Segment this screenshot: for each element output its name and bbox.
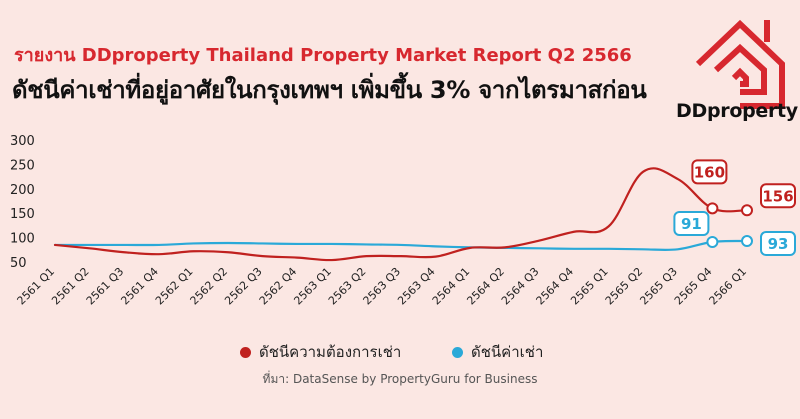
point-demand <box>741 204 753 217</box>
y-tick-label: 300 <box>10 134 35 149</box>
point-demand <box>706 202 719 215</box>
data-label-box-demand <box>760 183 796 209</box>
source-note: ที่มา: DataSense by PropertyGuru for Bus… <box>262 372 538 386</box>
y-tick-label: 100 <box>10 232 35 247</box>
y-tick-label: 150 <box>10 207 35 222</box>
logo-house-inner <box>713 43 767 95</box>
legend-item-rent: ดัชนีค่าเช่า <box>452 340 543 364</box>
logo-house-outer <box>695 19 785 109</box>
data-label-box-demand <box>691 159 728 185</box>
brand-name: DDproperty <box>676 100 798 122</box>
data-label-demand: 160 <box>694 163 725 181</box>
series-line-demand <box>53 167 749 262</box>
data-label-box-rent <box>760 231 796 257</box>
y-tick-label: 250 <box>10 158 35 173</box>
report-label: รายงาน DDproperty Thailand Property Mark… <box>14 45 632 66</box>
legend-label-rent: ดัชนีค่าเช่า <box>471 343 544 361</box>
ddproperty-logo <box>695 19 785 109</box>
series-line-rent <box>53 239 749 252</box>
data-label-rent: 93 <box>768 235 789 253</box>
headline: ดัชนีค่าเช่าที่อยู่อาศัยในกรุงเทพฯ เพิ่ม… <box>12 76 647 104</box>
point-rent <box>741 235 753 248</box>
legend-dot-rent <box>452 346 463 358</box>
data-label-demand: 156 <box>762 187 793 205</box>
legend-label-demand: ดัชนีความต้องการเช่า <box>259 343 402 361</box>
legend-item-demand: ดัชนีความต้องการเช่า <box>240 340 401 364</box>
legend-dot-demand <box>240 346 251 358</box>
y-tick-label: 200 <box>10 183 35 198</box>
y-tick-label: 50 <box>10 256 27 271</box>
point-rent <box>706 235 719 248</box>
x-tick-label: 2566 Q1 <box>707 265 750 308</box>
chart-legend: ดัชนีความต้องการเช่า ดัชนีค่าเช่า <box>0 340 800 364</box>
logo-house-core <box>731 67 749 87</box>
data-label-box-rent <box>673 210 710 236</box>
data-label-rent: 91 <box>681 215 702 233</box>
